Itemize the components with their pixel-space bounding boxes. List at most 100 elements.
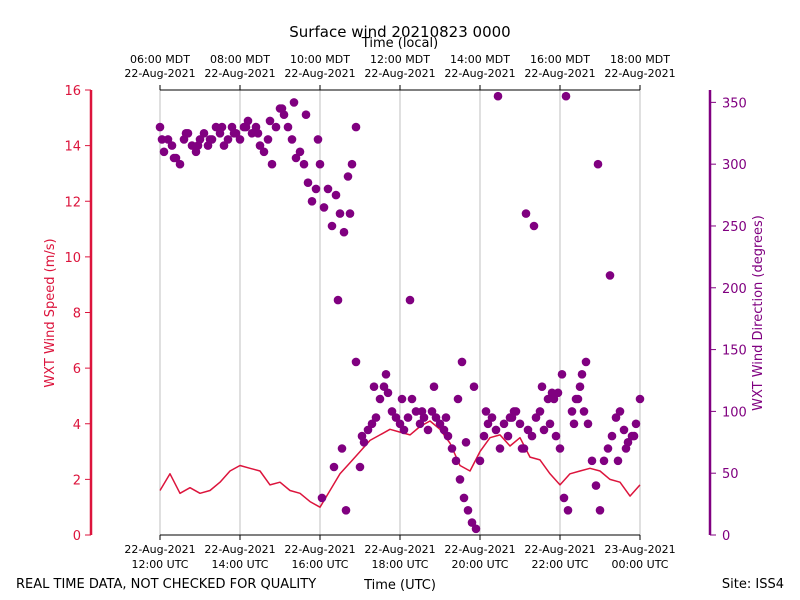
wind-direction-point [241, 122, 251, 132]
bottom-axis-ticks: 22-Aug-2021 12:00 UTC 22-Aug-2021 14:00 UTC… [124, 535, 676, 571]
top-tick-date: 22-Aug-2021 [364, 67, 435, 80]
left-tick-label: 16 [64, 84, 81, 99]
bottom-tick-time: 20:00 UTC [451, 558, 508, 571]
wind-direction-point [549, 394, 559, 404]
wind-direction-point [333, 295, 343, 305]
wind-direction-point [451, 456, 461, 466]
top-tick-time: 08:00 MDT [210, 53, 270, 66]
wind-direction-point [447, 444, 457, 453]
wind-direction-point [339, 227, 349, 237]
wind-direction-point [331, 190, 341, 200]
wind-direction-point [247, 129, 257, 138]
wind-direction-point [287, 135, 297, 144]
left-tick-label: 6 [73, 362, 81, 377]
x-axis-label: Time (UTC) [363, 578, 436, 593]
wind-direction-point [529, 221, 539, 231]
wind-direction-point [539, 425, 549, 435]
wind-direction-point [375, 394, 385, 404]
wind-direction-point [363, 425, 373, 435]
wind-direction-point [283, 122, 293, 132]
wind-direction-point [299, 159, 309, 169]
wind-direction-point [355, 462, 365, 472]
left-tick-label: 14 [64, 140, 81, 155]
wind-direction-point [193, 141, 203, 150]
left-tick-label: 8 [73, 307, 81, 322]
wind-direction-point [591, 481, 601, 490]
wind-direction-point [265, 116, 275, 126]
wind-direction-point [543, 394, 553, 404]
wind-direction-point [155, 122, 165, 132]
top-tick-date: 22-Aug-2021 [204, 67, 275, 80]
wind-direction-point [417, 407, 427, 416]
wind-direction-point [521, 209, 531, 218]
wind-direction-point [423, 425, 433, 435]
wind-direction-point [235, 135, 245, 144]
wind-direction-point [505, 413, 515, 422]
top-tick-date: 22-Aug-2021 [524, 67, 595, 80]
wind-direction-point [509, 407, 519, 416]
wind-direction-point [515, 419, 525, 429]
wind-direction-point [495, 444, 505, 453]
wind-direction-point [545, 419, 555, 429]
wind-direction-point [499, 419, 509, 429]
wind-direction-point [295, 147, 305, 157]
wind-direction-point [615, 407, 625, 416]
wind-direction-point [603, 444, 613, 453]
wind-direction-point [175, 159, 185, 169]
wind-direction-point [595, 506, 605, 515]
wind-direction-point [457, 357, 467, 367]
right-tick-label: 50 [722, 467, 739, 482]
bottom-tick-date: 22-Aug-2021 [364, 543, 435, 556]
wind-direction-point [481, 407, 491, 416]
wind-direction-point [559, 493, 569, 503]
wind-direction-point [159, 147, 169, 157]
wind-direction-point [357, 431, 367, 441]
wind-direction-point [503, 431, 513, 441]
wind-direction-point [635, 394, 645, 404]
bottom-tick-date: 22-Aug-2021 [204, 543, 275, 556]
wind-direction-point [205, 135, 215, 144]
wind-direction-point [569, 419, 579, 429]
wind-direction-point [255, 141, 265, 150]
wind-direction-point [341, 506, 351, 515]
wind-direction-point [343, 172, 353, 181]
wind-direction-point [253, 129, 263, 138]
wind-direction-point [327, 221, 337, 231]
bottom-tick-date: 22-Aug-2021 [284, 543, 355, 556]
wind-direction-point [317, 493, 327, 503]
wind-direction-point [263, 135, 273, 144]
wind-direction-point [441, 413, 451, 422]
wind-direction-point [487, 413, 497, 422]
wind-direction-point [391, 413, 401, 422]
wind-direction-point [405, 295, 415, 305]
left-tick-label: 2 [73, 473, 81, 488]
wind-direction-point [583, 419, 593, 429]
wind-direction-point [291, 153, 301, 163]
wind-direction-point [443, 431, 453, 441]
top-tick-time: 12:00 MDT [370, 53, 430, 66]
top-tick-date: 22-Aug-2021 [284, 67, 355, 80]
wind-direction-point [411, 407, 421, 416]
wind-direction-point [439, 425, 449, 435]
left-tick-label: 10 [64, 251, 81, 266]
bottom-tick-time: 22:00 UTC [531, 558, 588, 571]
wind-direction-point [169, 153, 179, 163]
wind-direction-point [563, 506, 573, 515]
wind-direction-point [557, 370, 567, 379]
wind-direction-point [229, 129, 239, 138]
wind-direction-point [223, 135, 233, 144]
wind-direction-point [383, 388, 393, 398]
wind-direction-point [345, 209, 355, 218]
wind-direction-point [371, 413, 381, 422]
wind-direction-point [181, 129, 191, 138]
wind-direction-point [467, 518, 477, 527]
wind-direction-point [369, 382, 379, 392]
wind-direction-point [575, 382, 585, 392]
wind-direction-point [593, 159, 603, 169]
wind-direction-point [599, 456, 609, 466]
top-tick-date: 22-Aug-2021 [124, 67, 195, 80]
wind-direction-point [475, 456, 485, 466]
wind-direction-point [329, 462, 339, 472]
wind-direction-point [319, 203, 329, 212]
